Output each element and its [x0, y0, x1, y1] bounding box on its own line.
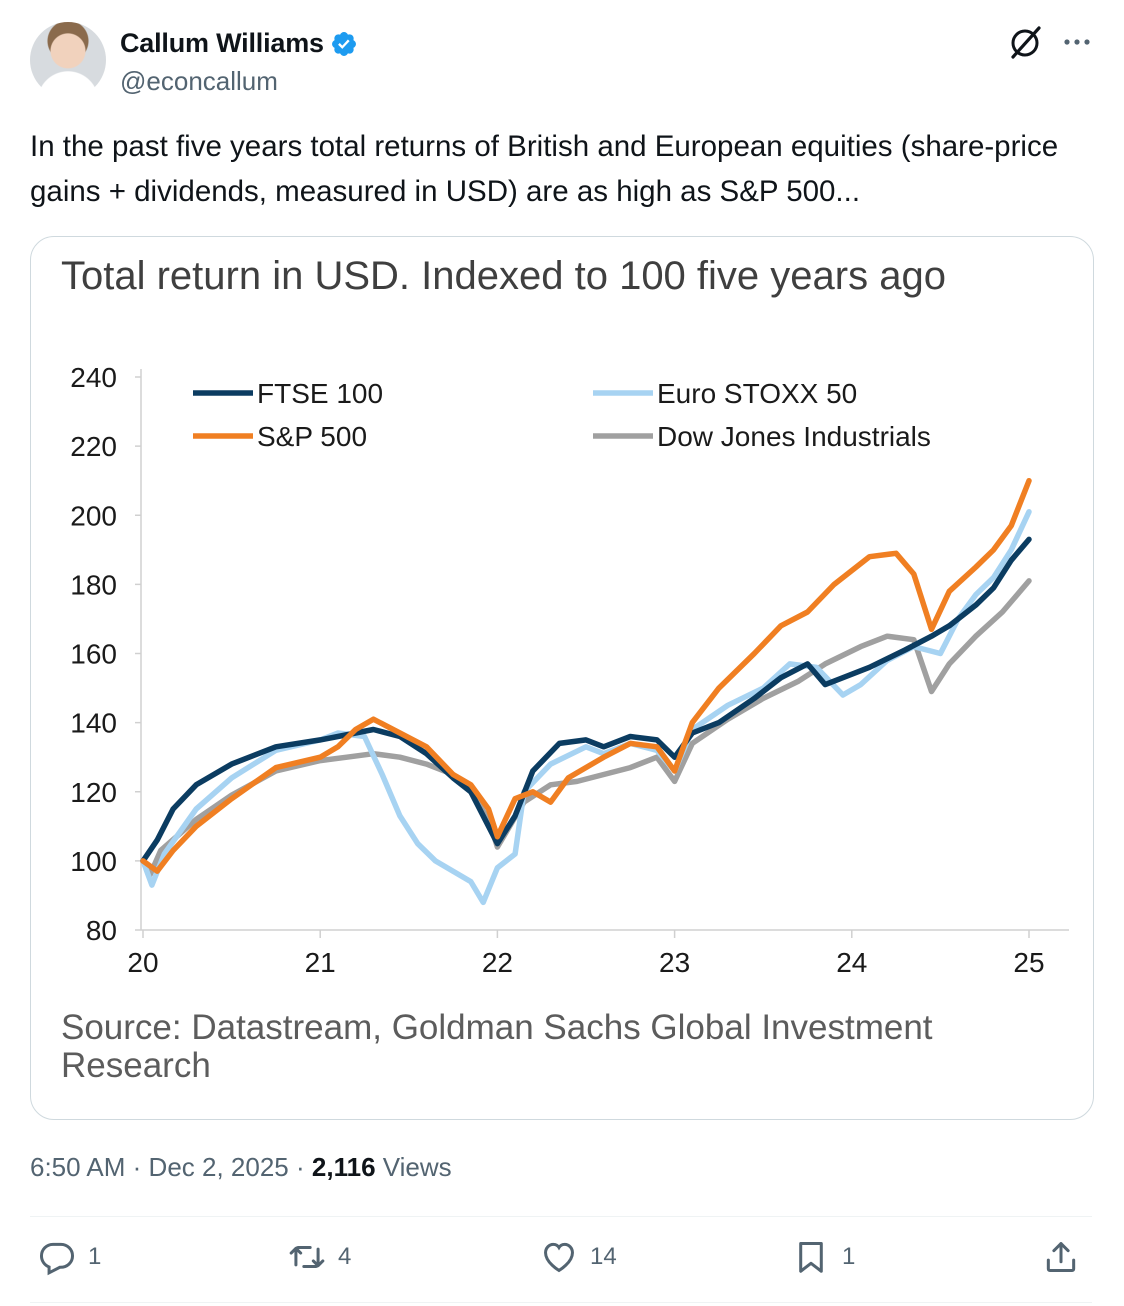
tweet-time[interactable]: 6:50 AM: [30, 1152, 126, 1182]
divider: [30, 1302, 1092, 1303]
share-icon: [1046, 1242, 1076, 1272]
y-tick-label: 120: [70, 777, 117, 808]
y-tick-label: 180: [70, 569, 117, 600]
more-icon[interactable]: [1060, 26, 1094, 58]
meta-separator: ·: [296, 1152, 305, 1182]
repost-count: 4: [338, 1243, 352, 1270]
x-tick-label: 20: [127, 947, 158, 978]
legend-label-euro-stoxx-50: Euro STOXX 50: [657, 378, 857, 409]
y-tick-label: 200: [70, 500, 117, 531]
repost-button[interactable]: 4: [288, 1238, 351, 1276]
series-line-s-p-500: [140, 477, 1032, 874]
action-bar: 1 4 14 1: [30, 1238, 1092, 1288]
bookmark-count: 1: [842, 1243, 856, 1270]
chart-image-card[interactable]: Total return in USD. Indexed to 100 five…: [30, 236, 1094, 1120]
chart-source-line2: Research: [61, 1046, 211, 1085]
series-line-ftse-100: [140, 536, 1032, 864]
avatar[interactable]: [30, 22, 106, 98]
x-tick-label: 25: [1013, 947, 1044, 978]
tweet-date[interactable]: Dec 2, 2025: [148, 1152, 289, 1182]
reply-button[interactable]: 1: [38, 1238, 101, 1276]
like-button[interactable]: 14: [540, 1238, 617, 1276]
bookmark-button[interactable]: 1: [792, 1238, 855, 1276]
x-tick-label: 24: [836, 947, 867, 978]
author-handle[interactable]: @econcallum: [120, 66, 278, 96]
share-button[interactable]: [1042, 1238, 1080, 1276]
legend-label-dow-jones-industrials: Dow Jones Industrials: [657, 421, 931, 452]
heart-icon: [544, 1242, 574, 1273]
line-chart: Total return in USD. Indexed to 100 five…: [61, 254, 1069, 1085]
verified-badge-icon: [331, 31, 356, 56]
views-label: Views: [382, 1152, 452, 1182]
y-tick-label: 220: [70, 431, 117, 462]
tweet-header: Callum Williams @econcallum: [30, 22, 1100, 102]
tweet-meta: 6:50 AM · Dec 2, 2025 · 2,116 Views: [30, 1152, 452, 1183]
series-line-euro-stoxx-50: [140, 509, 1032, 906]
chart-title: Total return in USD. Indexed to 100 five…: [61, 254, 946, 298]
series-line-dow-jones-industrials: [140, 578, 1032, 878]
author-name[interactable]: Callum Williams: [120, 28, 324, 58]
x-tick-label: 23: [659, 947, 690, 978]
y-tick-label: 240: [70, 362, 117, 393]
grok-icon[interactable]: [1005, 22, 1045, 62]
x-tick-label: 22: [482, 947, 513, 978]
legend-label-ftse-100: FTSE 100: [257, 378, 383, 409]
author-name-row: Callum Williams: [120, 28, 358, 59]
bookmark-icon: [799, 1242, 823, 1273]
chart-source-line1: Source: Datastream, Goldman Sachs Global…: [61, 1008, 933, 1047]
y-tick-label: 140: [70, 708, 117, 739]
tweet-text: In the past five years total returns of …: [30, 130, 1059, 208]
like-count: 14: [590, 1243, 617, 1270]
views-count: 2,116: [311, 1152, 376, 1182]
meta-separator: ·: [132, 1152, 142, 1182]
y-tick-label: 80: [86, 915, 117, 946]
divider: [30, 1216, 1092, 1217]
y-tick-label: 100: [70, 846, 117, 877]
y-tick-label: 160: [70, 639, 117, 670]
repost-icon: [289, 1245, 325, 1269]
reply-count: 1: [88, 1243, 102, 1270]
x-tick-label: 21: [305, 947, 336, 978]
legend-label-s-p-500: S&P 500: [257, 421, 367, 452]
reply-icon: [39, 1242, 75, 1276]
